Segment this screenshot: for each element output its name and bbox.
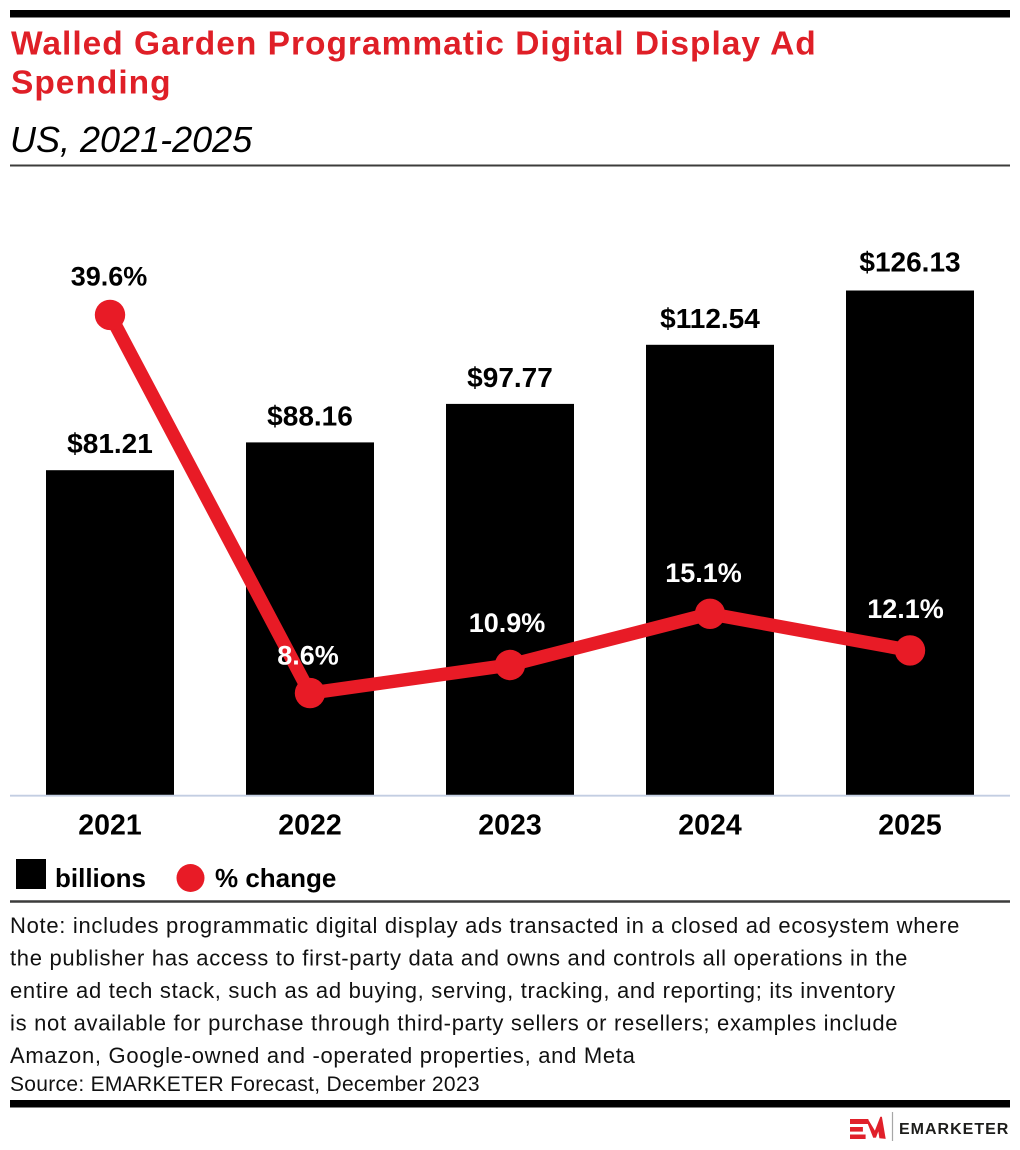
svg-text:Walled Garden Programmatic Dig: Walled Garden Programmatic Digital Displ… — [11, 26, 817, 63]
svg-text:Note: includes programmatic di: Note: includes programmatic digital disp… — [10, 913, 960, 938]
svg-text:% change: % change — [215, 863, 336, 893]
svg-text:$112.54: $112.54 — [660, 303, 760, 334]
svg-text:2025: 2025 — [878, 810, 942, 842]
svg-text:Spending: Spending — [11, 65, 172, 102]
svg-text:2022: 2022 — [278, 810, 341, 842]
svg-text:8.6%: 8.6% — [277, 641, 339, 671]
svg-text:$97.77: $97.77 — [467, 362, 553, 393]
svg-text:2021: 2021 — [78, 810, 142, 842]
svg-text:2024: 2024 — [678, 810, 742, 842]
svg-text:$81.21: $81.21 — [67, 428, 153, 459]
svg-text:billions: billions — [55, 863, 146, 893]
svg-text:$126.13: $126.13 — [859, 247, 960, 278]
svg-text:2023: 2023 — [478, 810, 541, 842]
svg-text:15.1%: 15.1% — [665, 558, 742, 588]
svg-text:the publisher has access to fi: the publisher has access to first-party … — [10, 946, 908, 971]
svg-text:is not available for purchase: is not available for purchase through th… — [10, 1011, 898, 1036]
svg-text:39.6%: 39.6% — [71, 262, 148, 292]
svg-text:12.1%: 12.1% — [867, 594, 944, 624]
svg-text:Amazon, Google-owned and -oper: Amazon, Google-owned and -operated prope… — [10, 1043, 636, 1068]
svg-text:US, 2021-2025: US, 2021-2025 — [10, 119, 253, 160]
svg-text:Source: EMARKETER Forecast, De: Source: EMARKETER Forecast, December 202… — [10, 1073, 480, 1096]
svg-text:10.9%: 10.9% — [469, 608, 546, 638]
svg-text:entire ad tech stack, such as: entire ad tech stack, such as ad buying,… — [10, 978, 896, 1003]
svg-text:EMARKETER: EMARKETER — [899, 1121, 1009, 1138]
svg-text:$88.16: $88.16 — [267, 401, 353, 432]
